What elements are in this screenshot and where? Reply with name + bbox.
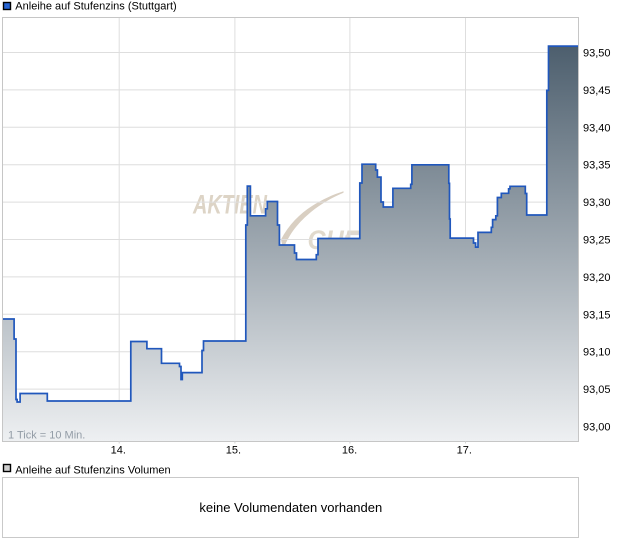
svg-text:15.: 15. — [226, 444, 241, 456]
svg-text:93,30: 93,30 — [583, 197, 611, 209]
svg-text:93,20: 93,20 — [583, 272, 611, 284]
svg-text:16.: 16. — [342, 444, 357, 456]
svg-text:93,15: 93,15 — [583, 309, 611, 321]
svg-text:93,50: 93,50 — [583, 48, 611, 60]
svg-text:keine Volumendaten vorhanden: keine Volumendaten vorhanden — [199, 500, 382, 515]
svg-text:Anleihe auf Stufenzins Volumen: Anleihe auf Stufenzins Volumen — [15, 465, 170, 477]
svg-text:17.: 17. — [457, 444, 472, 456]
svg-text:93,00: 93,00 — [583, 422, 611, 434]
svg-text:93,25: 93,25 — [583, 235, 611, 247]
svg-text:93,40: 93,40 — [583, 122, 611, 134]
svg-text:Anleihe auf Stufenzins (Stuttg: Anleihe auf Stufenzins (Stuttgart) — [15, 1, 176, 13]
svg-text:14.: 14. — [111, 444, 126, 456]
svg-text:93,35: 93,35 — [583, 160, 611, 172]
svg-text:93,10: 93,10 — [583, 347, 611, 359]
svg-text:93,05: 93,05 — [583, 384, 611, 396]
svg-text:AKTIEN: AKTIEN — [192, 190, 267, 220]
svg-text:93,45: 93,45 — [583, 85, 611, 97]
svg-text:1 Tick = 10 Min.: 1 Tick = 10 Min. — [8, 429, 85, 441]
